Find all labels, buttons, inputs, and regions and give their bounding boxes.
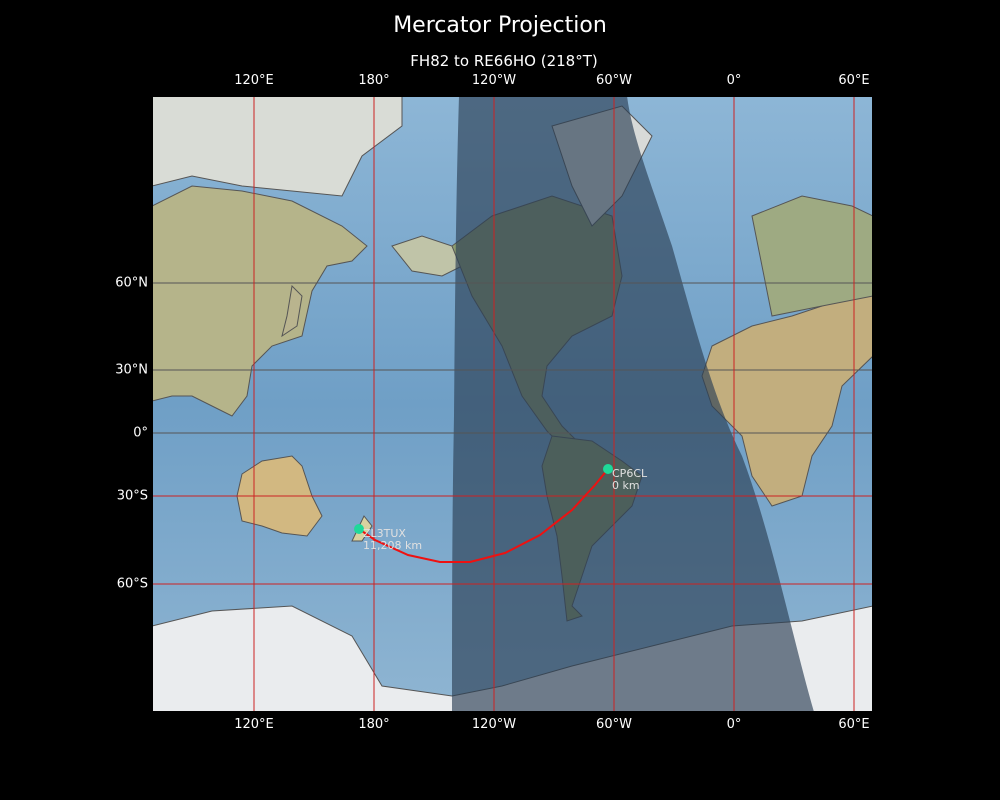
night-shade [452, 96, 814, 712]
graticule [152, 96, 873, 712]
lat-tick: 60°N [115, 275, 148, 291]
lon-tick: 120°E [234, 717, 274, 732]
lon-tick: 60°E [838, 717, 870, 732]
great-circle-path [358, 468, 609, 563]
map-subtitle: FH82 to RE66HO (218°T) [410, 52, 598, 70]
lon-tick: 180° [358, 73, 390, 88]
lat-tick: 30°S [116, 488, 148, 504]
lat-tick: 60°S [116, 576, 148, 592]
station-label: CP6CL [612, 467, 648, 480]
lon-tick: 60°E [838, 73, 870, 88]
station-distance: 11,208 km [363, 539, 422, 552]
lon-tick: 0° [726, 717, 742, 732]
station-label: ZL3TUX [363, 527, 406, 540]
lon-tick: 120°W [471, 717, 517, 732]
lon-tick: 180° [358, 717, 390, 732]
lon-tick: 120°E [234, 73, 274, 88]
station-marker-cp6cl[interactable] [603, 464, 613, 474]
station-distance: 0 km [612, 479, 640, 492]
lon-tick: 60°W [596, 717, 632, 732]
lon-tick: 0° [726, 73, 742, 88]
map-frame [152, 96, 873, 712]
lon-tick: 60°W [596, 73, 632, 88]
lon-tick: 120°W [471, 73, 517, 88]
lat-tick: 0° [133, 425, 148, 441]
map-title: Mercator Projection [393, 13, 607, 38]
station-marker-zl3tux[interactable] [354, 524, 364, 534]
map-canvas[interactable]: ZL3TUX 11,208 km CP6CL 0 km [152, 96, 873, 712]
lat-tick: 30°N [115, 362, 148, 378]
